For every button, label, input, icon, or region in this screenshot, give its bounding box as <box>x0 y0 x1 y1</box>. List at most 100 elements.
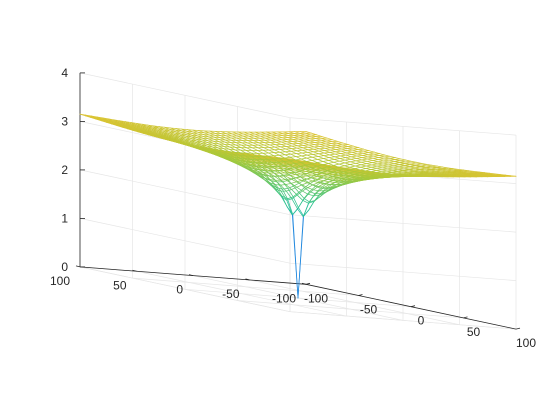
mesh-segment <box>292 196 299 208</box>
mesh-segment <box>431 164 438 167</box>
mesh-segment <box>233 154 240 159</box>
mesh-segment <box>276 181 283 190</box>
mesh-segment <box>278 158 285 162</box>
mesh-segment <box>370 167 378 170</box>
mesh-segment <box>312 151 319 155</box>
mesh-segment <box>164 126 171 129</box>
mesh-segment <box>326 178 333 181</box>
mesh-segment <box>306 154 314 156</box>
mesh-segment <box>313 148 320 152</box>
mesh-segment <box>262 155 269 160</box>
mesh-segment <box>339 160 346 164</box>
mesh-segment <box>239 154 246 160</box>
mesh-segment <box>313 194 320 197</box>
mesh-segment <box>245 152 252 157</box>
mesh-segment <box>339 155 346 158</box>
mesh-segment <box>292 191 300 198</box>
mesh-segment <box>293 170 301 174</box>
mesh-segment <box>331 139 338 142</box>
mesh-segment <box>175 128 183 130</box>
mesh-segment <box>331 177 338 181</box>
mesh-segment <box>239 152 246 157</box>
mesh-segment <box>298 182 305 189</box>
mesh-segment <box>371 163 378 166</box>
mesh-segment <box>272 161 279 164</box>
mesh-segment <box>364 171 372 174</box>
mesh-segment <box>302 149 309 153</box>
mesh-segment <box>268 152 275 157</box>
mesh-segment <box>358 175 365 178</box>
mesh-segment <box>233 156 240 161</box>
mesh-segment <box>292 207 299 215</box>
mesh-segment <box>306 160 313 162</box>
mesh-segment <box>298 187 305 193</box>
mesh-segment <box>350 160 357 163</box>
mesh-segment <box>280 190 288 201</box>
mesh-segment <box>324 150 331 153</box>
mesh-segment <box>279 175 286 181</box>
mesh-segment <box>499 174 506 176</box>
mesh-segment <box>308 193 316 203</box>
mesh-segment <box>294 163 301 167</box>
mesh-segment <box>316 168 323 171</box>
mesh-segment <box>473 171 480 173</box>
mesh-segment <box>306 161 313 165</box>
mesh-segment <box>317 158 324 160</box>
mesh-segment <box>223 146 230 150</box>
mesh-segment <box>239 157 246 160</box>
mesh-segment <box>452 168 459 170</box>
mesh-segment <box>360 165 367 168</box>
mesh-segment <box>327 170 334 173</box>
mesh-segment <box>348 175 355 178</box>
mesh-segment <box>305 131 312 134</box>
mesh-segment <box>241 140 248 144</box>
mesh-segment <box>267 159 274 164</box>
x-tick <box>463 316 468 319</box>
mesh-segment <box>384 154 391 157</box>
mesh-segment <box>274 146 281 150</box>
y-tick <box>75 265 81 268</box>
x-tick-label: -100 <box>304 291 328 305</box>
mesh-segment <box>354 169 361 172</box>
mesh-segment <box>285 148 292 152</box>
mesh-segment <box>355 160 362 163</box>
mesh-segment <box>304 179 311 184</box>
mesh-segment <box>158 126 166 128</box>
mesh-segment <box>295 177 303 181</box>
mesh-segment <box>296 149 303 152</box>
mesh-segment <box>102 117 109 120</box>
mesh-segment <box>124 121 132 123</box>
mesh-segment <box>359 170 366 173</box>
mesh-segment <box>366 160 374 162</box>
mesh-segment <box>284 153 292 156</box>
wall-grid-z2 <box>289 262 517 281</box>
mesh-segment <box>307 149 314 153</box>
mesh-segment <box>255 165 262 168</box>
mesh-segment <box>298 179 306 184</box>
mesh-segment <box>317 178 324 182</box>
mesh-segment <box>107 118 115 121</box>
mesh-segment <box>265 178 272 182</box>
mesh-segment <box>265 174 272 182</box>
mesh-segment <box>315 172 323 176</box>
mesh-segment <box>271 170 278 177</box>
mesh-segment <box>147 124 154 127</box>
mesh-segment <box>252 144 259 149</box>
mesh-segment <box>349 162 357 165</box>
mesh-segment <box>313 148 320 150</box>
mesh-segment <box>264 142 271 146</box>
mesh-segment <box>510 175 517 177</box>
mesh-segment <box>326 174 333 177</box>
mesh-segment <box>299 175 306 181</box>
mesh-segment <box>289 160 296 164</box>
z-tick-label: 0 <box>61 260 68 274</box>
mesh-segment <box>359 168 367 171</box>
mesh-segment <box>344 164 351 167</box>
mesh-segment <box>289 159 296 162</box>
mesh-segment <box>289 174 297 179</box>
mesh-segment <box>350 161 357 164</box>
mesh-segment <box>319 191 326 195</box>
mesh-segment <box>272 165 279 168</box>
mesh-segment <box>336 178 344 182</box>
mesh-segment <box>300 175 307 178</box>
